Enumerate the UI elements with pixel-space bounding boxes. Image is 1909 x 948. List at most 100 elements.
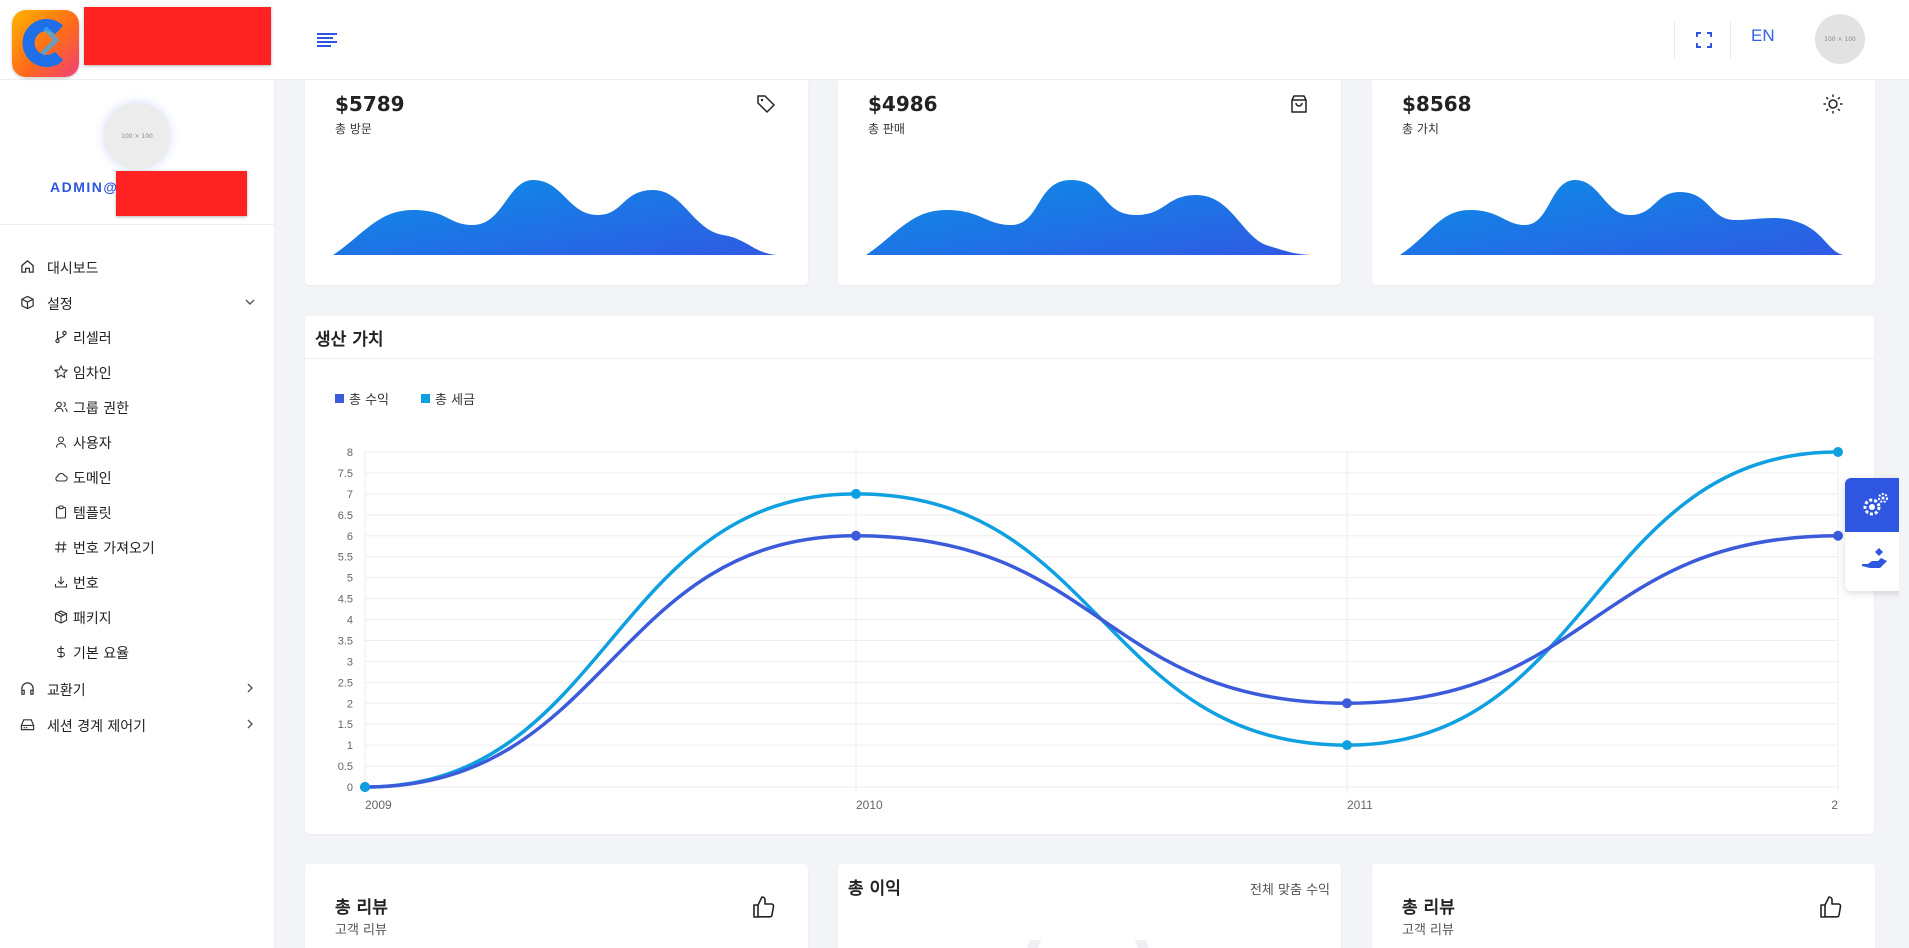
- data-point[interactable]: [1833, 530, 1843, 541]
- sidebar-subitem-number[interactable]: 번호: [0, 565, 275, 600]
- sidebar-subitem-package[interactable]: 패키지: [0, 600, 275, 635]
- sidebar-subitem-label: 도메인: [73, 471, 112, 487]
- app-logo[interactable]: [12, 10, 79, 77]
- tag-icon: [757, 95, 775, 113]
- gears-icon: [1863, 493, 1888, 516]
- data-point[interactable]: [1342, 698, 1352, 709]
- profit-chart-partial: [1026, 940, 1150, 948]
- menu-icon: [317, 33, 337, 47]
- home-icon: [21, 260, 34, 273]
- stat-value: $5789: [335, 92, 405, 116]
- y-tick-label: 2: [347, 698, 353, 710]
- sidebar-subitem-group-permission[interactable]: 그룹 권한: [0, 390, 275, 425]
- floating-tools-panel: [1845, 478, 1905, 591]
- menu-toggle-button[interactable]: [313, 28, 341, 52]
- thumbs-up-icon: [753, 896, 775, 918]
- sidebar-item-label: 교환기: [47, 683, 86, 699]
- y-tick-label: 5: [347, 573, 353, 585]
- data-point[interactable]: [851, 530, 861, 541]
- stat-label: 총 방문: [335, 122, 372, 136]
- cloud-icon: [55, 472, 68, 482]
- y-tick-label: 4.5: [338, 594, 353, 606]
- legend-item-revenue[interactable]: 총 수익: [335, 389, 389, 408]
- reviews-subtitle: 고객 리뷰: [1402, 923, 1454, 938]
- sidebar-subitem-label: 임차인: [73, 366, 112, 382]
- hand-heart-icon: [1862, 548, 1887, 568]
- chevron-right-icon: [247, 683, 253, 693]
- y-tick-label: 1.5: [338, 719, 353, 731]
- user-email: ADMIN@: [50, 179, 119, 195]
- page-scrollbar[interactable]: [1899, 80, 1909, 948]
- user-profile: 100 × 100 ADMIN@: [0, 80, 275, 225]
- y-tick-label: 7.5: [338, 468, 353, 480]
- y-tick-label: 5.5: [338, 552, 353, 564]
- sidebar-subitem-domain[interactable]: 도메인: [0, 460, 275, 495]
- divider: [1730, 22, 1731, 58]
- profit-title: 총 이익: [848, 879, 901, 899]
- chevron-right-icon: [247, 719, 253, 729]
- x-tick-label: 2011: [1347, 798, 1373, 812]
- thumbs-up-icon: [1820, 896, 1842, 918]
- hash-icon: [55, 541, 67, 553]
- sidebar-item-exchange[interactable]: 교환기: [0, 670, 275, 706]
- profile-avatar: 100 × 100: [104, 103, 170, 169]
- stat-label: 총 판매: [868, 122, 905, 136]
- y-tick-label: 6.5: [338, 510, 353, 522]
- stat-card-value: $8568 총 가치: [1372, 80, 1875, 285]
- brand-name-redacted: [84, 7, 271, 65]
- star-icon: [54, 365, 68, 379]
- y-tick-label: 0: [347, 782, 353, 794]
- sidebar-item-label: 대시보드: [47, 261, 99, 277]
- stat-card-visits: $5789 총 방문: [305, 80, 808, 285]
- data-point[interactable]: [851, 488, 861, 499]
- data-point[interactable]: [1833, 447, 1843, 457]
- legend-item-tax[interactable]: 총 세금: [421, 389, 475, 408]
- data-point[interactable]: [1342, 740, 1352, 751]
- sidebar-subitem-tenant[interactable]: 임차인: [0, 355, 275, 390]
- sidebar-subitem-label: 패키지: [73, 611, 112, 627]
- sidebar-item-label: 설정: [47, 297, 73, 313]
- reviews-title: 총 리뷰: [335, 898, 388, 918]
- production-value-card: 생산 가치 총 수익 총 세금 0 0.5 1 1.5 2 2.5 3 3.5 4 4.5 5 5.5…: [305, 316, 1874, 834]
- logo-c-icon: [22, 19, 64, 67]
- language-selector[interactable]: EN: [1751, 26, 1775, 45]
- production-line-chart[interactable]: 0 0.5 1 1.5 2 2.5 3 3.5 4 4.5 5 5.5 6 6.5 7 7.5 8 2009 201…: [305, 316, 1874, 834]
- sidebar-item-settings[interactable]: 설정: [0, 284, 275, 320]
- sidebar-subitem-reseller[interactable]: 리셀러: [0, 320, 275, 355]
- sidebar-subitem-label: 리셀러: [73, 331, 112, 347]
- sidebar-subitem-template[interactable]: 템플릿: [0, 495, 275, 530]
- sun-icon: [1823, 94, 1843, 114]
- clipboard-icon: [55, 505, 67, 519]
- divider: [1674, 22, 1675, 58]
- sidebar-item-session-border-controller[interactable]: 세션 경계 제어기: [0, 706, 275, 742]
- sidebar-subitem-user[interactable]: 사용자: [0, 425, 275, 460]
- theme-settings-button[interactable]: [1845, 478, 1905, 532]
- y-tick-label: 1: [347, 740, 353, 752]
- stat-label: 총 가치: [1402, 122, 1439, 136]
- x-tick-label: 2010: [856, 798, 883, 812]
- legend-label: 총 수익: [349, 393, 390, 408]
- sidebar-subitem-base-rate[interactable]: 기본 요율: [0, 635, 275, 670]
- sidebar-nav: 대시보드 설정 리셀러 임차인 그룹 권한 사용자 도메인 템: [0, 248, 275, 742]
- y-tick-label: 6: [347, 531, 353, 543]
- fullscreen-button[interactable]: [1692, 28, 1716, 52]
- user-avatar[interactable]: 100 × 100: [1815, 14, 1865, 64]
- series-line[interactable]: [364, 533, 1839, 789]
- reviews-title: 총 리뷰: [1402, 898, 1455, 918]
- data-point[interactable]: [360, 782, 370, 792]
- buy-now-button[interactable]: [1845, 532, 1905, 591]
- users-icon: [54, 401, 68, 413]
- sidebar-item-dashboard[interactable]: 대시보드: [0, 248, 275, 284]
- box-icon: [21, 295, 34, 310]
- reviews-card-right: 총 리뷰 고객 리뷰: [1372, 864, 1875, 948]
- reviews-card-left: 총 리뷰 고객 리뷰: [305, 864, 808, 948]
- git-branch-icon: [55, 330, 67, 344]
- headphones-icon: [21, 682, 34, 695]
- user-icon: [55, 436, 67, 448]
- sidebar-subitem-label: 템플릿: [73, 506, 112, 522]
- sidebar-subitem-label: 번호: [73, 576, 99, 592]
- package-icon: [54, 610, 68, 624]
- profit-custom-link[interactable]: 전체 맞춤 수익: [1249, 883, 1330, 898]
- sidebar-subitem-number-import[interactable]: 번호 가져오기: [0, 530, 275, 565]
- user-email-redacted: [116, 171, 247, 216]
